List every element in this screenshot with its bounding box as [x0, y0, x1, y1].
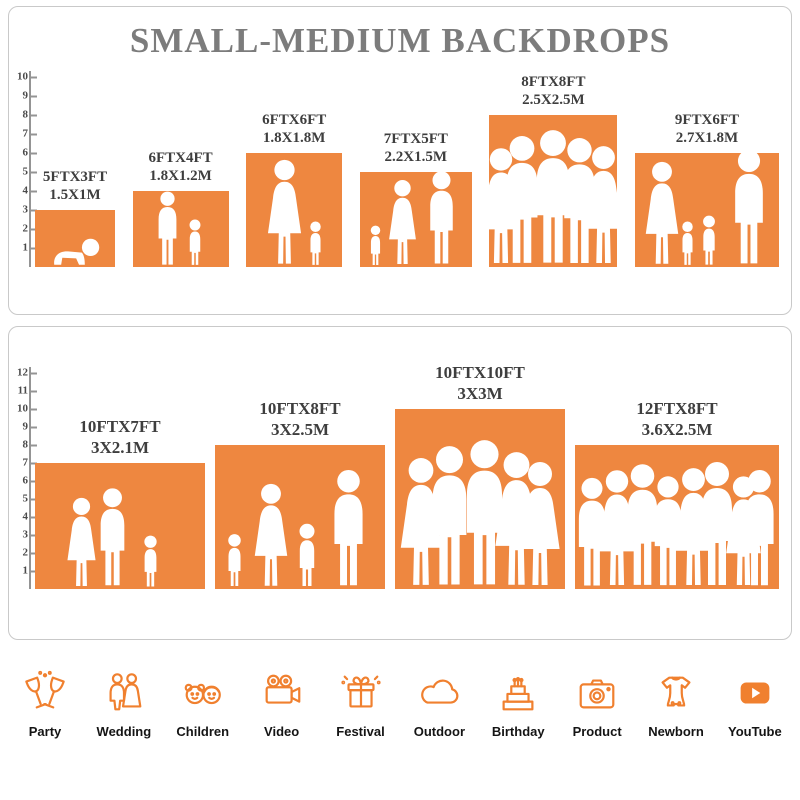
category-row: Party Wedding Children Vi: [8, 670, 792, 739]
category-outdoor: Outdoor: [402, 670, 476, 739]
backdrop-12x8: 12FTX8FT 3.6X2.5M: [575, 398, 779, 589]
category-label: Festival: [336, 724, 385, 739]
category-label: Product: [572, 724, 622, 739]
category-label: Outdoor: [413, 724, 465, 739]
backdrop-size-label: 10FTX7FT 3X2.1M: [79, 416, 161, 457]
bars-row-top: 5FTX3FT 1.5X1M 6FTX4FT 1.8X1.2M 6FTX6FT: [35, 73, 779, 267]
family-four-silhouette: [228, 469, 363, 586]
group-five-silhouette: [483, 130, 623, 263]
backdrop-bar: [634, 149, 779, 267]
backdrop-size-label: 9FTX6FT 2.7X1.8M: [674, 111, 740, 147]
category-wedding: Wedding: [87, 670, 161, 739]
family-four-silhouette: [645, 149, 763, 265]
page-title: SMALL-MEDIUM BACKDROPS: [129, 21, 671, 60]
backdrop-bar: [35, 210, 115, 267]
backdrop-size-label: 6FTX4FT 1.8X1.2M: [148, 149, 213, 185]
category-product: Product: [560, 670, 634, 739]
cloud-icon: [421, 679, 459, 704]
category-label: YouTube: [728, 724, 782, 739]
category-children: Children: [166, 670, 240, 739]
mother-child-silhouette: [268, 159, 321, 265]
category-label: Children: [176, 724, 230, 739]
backdrop-9x6: 9FTX6FT 2.7X1.8M: [634, 111, 779, 267]
wedding-couple-icon: [109, 673, 142, 711]
category-label: Birthday: [491, 724, 545, 739]
backdrop-6x4: 6FTX4FT 1.8X1.2M: [132, 149, 229, 267]
backdrop-bar: [35, 463, 205, 589]
bars-row-bottom: 10FTX7FT 3X2.1M 10FTX8FT 3X2.5M: [35, 362, 779, 589]
backdrop-10x10: 10FTX10FT 3X3M: [395, 362, 565, 589]
family-three-silhouette: [370, 171, 453, 265]
backdrop-bar: [395, 409, 565, 589]
backdrop-5x3: 5FTX3FT 1.5X1M: [35, 168, 115, 267]
backdrop-bar: [359, 171, 472, 267]
backdrop-size-label: 10FTX8FT 3X2.5M: [259, 398, 341, 439]
gift-box-icon: [340, 675, 381, 708]
category-video: Video: [245, 670, 319, 739]
category-party: Party: [8, 670, 82, 739]
backdrop-6x6: 6FTX6FT 1.8X1.8M: [246, 111, 343, 267]
category-newborn: Newborn: [639, 670, 713, 739]
category-label: Video: [264, 724, 300, 739]
children-faces-icon: [184, 683, 221, 705]
youtube-play-icon: [740, 682, 770, 704]
birthday-cake-icon: [502, 676, 534, 711]
category-birthday: Birthday: [481, 670, 555, 739]
crowd-silhouette: [578, 462, 774, 586]
family-three-silhouette: [67, 488, 157, 587]
category-label: Newborn: [648, 724, 704, 739]
photo-camera-icon: [579, 679, 615, 709]
backdrop-bar: [215, 445, 385, 589]
video-camera-icon: [265, 674, 300, 704]
category-youtube: YouTube: [718, 670, 792, 739]
size-chart-large: 1 2 3 4 5 6 7 8 9 10 11 12 10FTX7FT 3X2.1M 10FTX8FT 3…: [8, 326, 792, 640]
backdrop-size-label: 12FTX8FT 3.6X2.5M: [636, 398, 718, 439]
backdrop-size-label: 7FTX5FT 2.2X1.5M: [383, 130, 448, 166]
size-chart-small-medium: SMALL-MEDIUM BACKDROPS 1 2 3 4 5 6 7 8 9 10 5FTX3…: [8, 6, 792, 315]
party-glasses-icon: [25, 670, 65, 709]
crawling-baby-silhouette: [54, 238, 100, 265]
baby-onesie-icon: [661, 676, 691, 707]
backdrop-bar: [246, 153, 343, 267]
backdrop-size-label: 5FTX3FT 1.5X1M: [42, 168, 108, 204]
category-festival: Festival: [324, 670, 398, 739]
backdrop-bar: [483, 115, 623, 267]
category-label: Party: [28, 724, 62, 739]
backdrop-10x7: 10FTX7FT 3X2.1M: [35, 416, 205, 589]
father-child-silhouette: [158, 191, 201, 265]
category-label: Wedding: [96, 724, 152, 739]
backdrop-size-label: 6FTX6FT 1.8X1.8M: [262, 111, 327, 147]
group-five-silhouette: [400, 440, 560, 585]
backdrop-size-label: 10FTX10FT 3X3M: [435, 362, 525, 403]
backdrop-bar: [575, 445, 779, 589]
backdrop-8x8: 8FTX8FT 2.5X2.5M: [483, 73, 623, 267]
backdrop-10x8: 10FTX8FT 3X2.5M: [215, 398, 385, 589]
backdrop-7x5: 7FTX5FT 2.2X1.5M: [359, 130, 472, 267]
backdrop-bar: [132, 191, 229, 267]
backdrop-size-label: 8FTX8FT 2.5X2.5M: [521, 73, 586, 109]
